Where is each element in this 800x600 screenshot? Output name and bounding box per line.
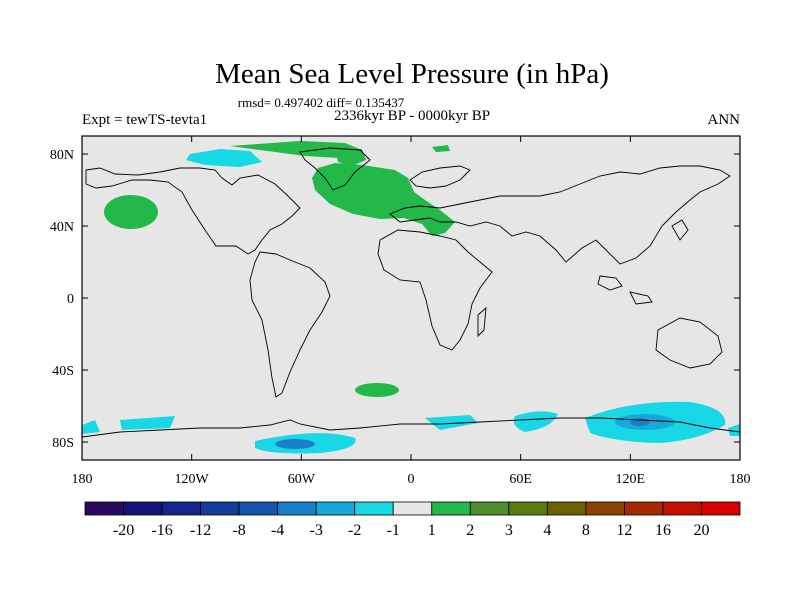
x-axis: 180 120W 60W 0 60E 120E 180 [72,136,751,487]
y-tick-label-3: 40S [52,364,74,379]
season-label: ANN [708,112,741,128]
colorbar-swatch-8 [392,501,433,516]
colorbar-swatch-10 [469,501,510,516]
colorbar-swatch-1 [123,501,163,516]
experiment-label: Expt = tewTS-tevta1 [82,112,207,128]
x-tick-label-1: 120W [175,472,210,487]
colorbar-label-9: 2 [466,522,474,539]
antarctic-pacific-core-region [275,439,315,449]
colorbar-swatch-12 [546,501,587,516]
colorbar-swatch-4 [238,501,279,516]
y-tick-label-1: 40N [50,220,74,235]
arctic-canada-negative-region [186,149,262,167]
barents-positive-region [432,145,450,152]
y-tick-label-4: 80S [52,436,74,451]
colorbar-label-3: -8 [232,522,245,539]
y-tick-label-2: 0 [67,292,74,307]
greenland-positive-region [336,149,366,166]
antarctic-indian-negative-region [513,411,558,432]
colorbar-label-0: -20 [113,522,134,539]
coastlines [82,147,740,438]
colorbar-label-4: -4 [271,522,284,539]
colorbar-swatch-2 [161,501,201,516]
chart-subtitle: 2336kyr BP - 0000kyr BP [334,108,490,124]
antarctic-atlantic-negative-region [425,415,478,430]
colorbar-swatch-7 [354,501,394,516]
y-axis: 80N 40N 0 40S 80S [50,148,740,451]
colorbar-swatch-5 [277,501,317,516]
colorbar-swatch-13 [585,501,625,516]
colorbar-label-2: -12 [190,522,211,539]
colorbar-label-6: -2 [348,522,361,539]
colorbar: -20 -16 -12 -8 -4 -3 -2 -1 1 2 3 4 8 12 16 20 [84,501,741,539]
colorbar-swatch-16 [701,501,741,516]
colorbar-label-15: 20 [693,522,709,539]
x-tick-label-6: 180 [730,472,751,487]
colorbar-swatch-14 [624,501,664,516]
colorbar-label-14: 16 [655,522,671,539]
colorbar-swatch-0 [84,501,124,516]
south-atlantic-positive-region [355,383,399,397]
colorbar-label-5: -3 [310,522,323,539]
x-tick-label-5: 120E [616,472,646,487]
colorbar-label-11: 4 [543,522,551,539]
north-pacific-positive-region [104,195,158,229]
colorbar-label-7: -1 [387,522,400,539]
x-tick-label-4: 60E [509,472,532,487]
antarctic-west-edge-region [82,420,100,434]
antarctic-east-edge-region [728,424,740,436]
colorbar-label-10: 3 [505,522,513,539]
stats-line: rmsd= 0.497402 diff= 0.135437 [238,95,405,110]
colorbar-label-12: 8 [582,522,590,539]
x-tick-label-0: 180 [72,472,93,487]
x-tick-label-3: 0 [408,472,415,487]
colorbar-label-8: 1 [428,522,436,539]
arctic-greenland-positive-region [230,141,362,158]
colorbar-swatch-9 [431,501,471,516]
antarctic-ross-negative-region [120,416,175,430]
x-tick-label-2: 60W [288,472,316,487]
colorbar-swatch-11 [508,501,548,516]
colorbar-swatch-3 [200,501,240,516]
colorbar-swatch-15 [662,501,702,516]
colorbar-swatch-6 [315,501,356,516]
colorbar-label-13: 12 [616,522,632,539]
chart-title: Mean Sea Level Pressure (in hPa) [215,58,609,90]
colorbar-label-1: -16 [151,522,172,539]
y-tick-label-0: 80N [50,148,74,163]
